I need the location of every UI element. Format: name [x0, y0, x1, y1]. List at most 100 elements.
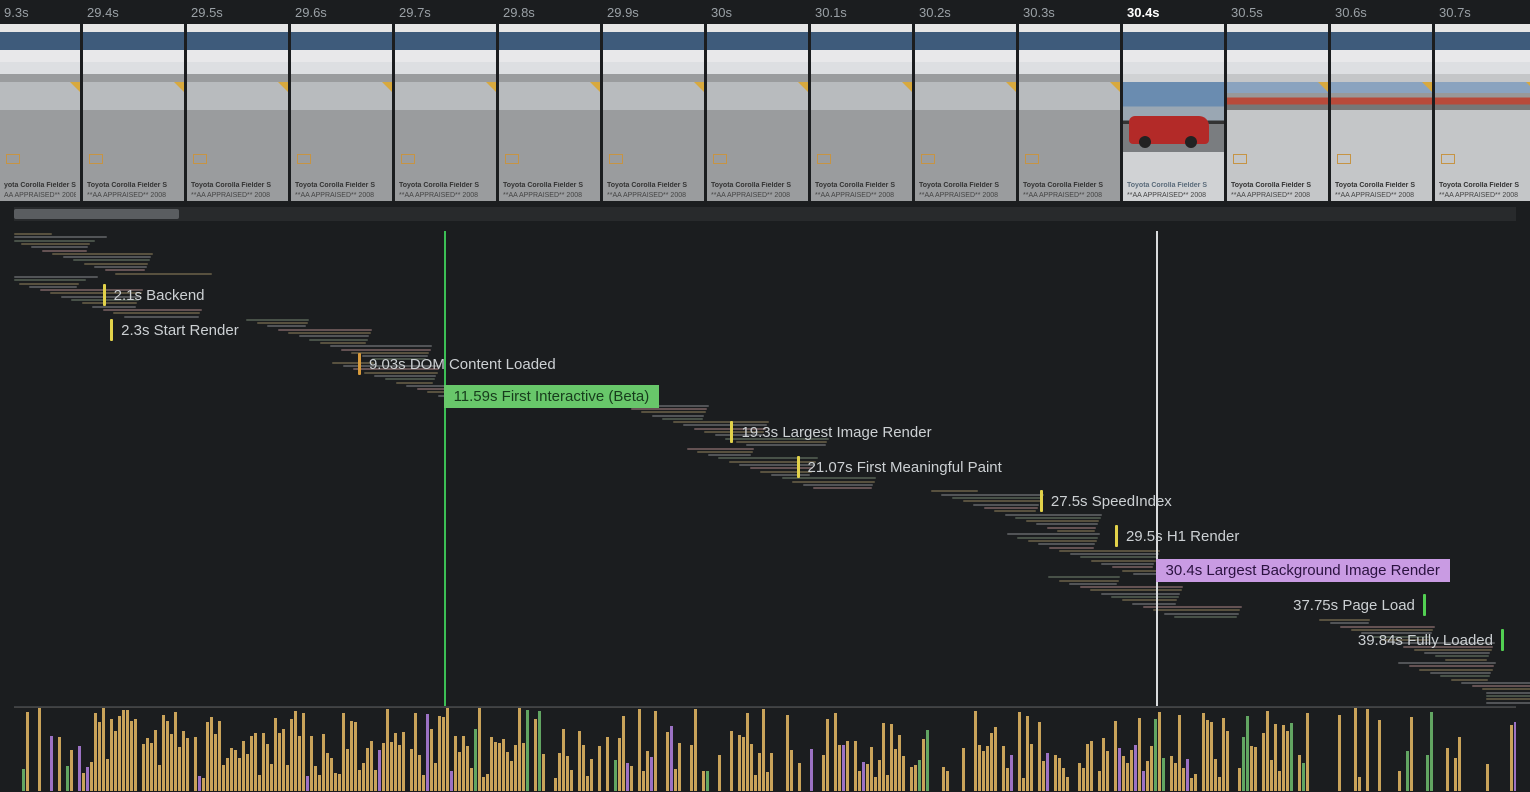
filmstrip-frame[interactable]: Toyota Corolla Fielder S**AA APPRAISED**… [707, 24, 808, 201]
request-bar[interactable] [42, 250, 87, 252]
request-bar[interactable] [1409, 665, 1495, 667]
request-bar[interactable] [63, 256, 152, 258]
request-bar[interactable] [267, 325, 306, 327]
filmstrip-frame[interactable]: Toyota Corolla Fielder S**AA APPRAISED**… [915, 24, 1016, 201]
request-bar[interactable] [105, 269, 146, 271]
request-bar[interactable] [19, 283, 79, 285]
filmstrip-frame[interactable]: Toyota Corolla Fielder S**AA APPRAISED**… [83, 24, 184, 201]
request-bar[interactable] [1101, 593, 1181, 595]
request-bar[interactable] [1486, 698, 1530, 700]
request-bar[interactable] [1419, 669, 1493, 671]
request-bar[interactable] [973, 504, 1039, 506]
request-bar[interactable] [1017, 537, 1098, 539]
request-bar[interactable] [1330, 622, 1369, 624]
request-bar[interactable] [941, 494, 1043, 496]
request-bar[interactable] [257, 322, 308, 324]
request-bar[interactable] [330, 345, 432, 347]
request-bar[interactable] [385, 378, 435, 380]
filmstrip-frame[interactable]: Toyota Corolla Fielder S**AA APPRAISED**… [395, 24, 496, 201]
request-bar[interactable] [963, 500, 1041, 502]
request-bar[interactable] [1174, 616, 1237, 618]
waterfall-timeline[interactable]: 2.1s Backend 2.3s Start Render 9.03s DOM C… [14, 231, 1516, 707]
request-bar[interactable] [1486, 695, 1530, 697]
request-bar[interactable] [113, 312, 200, 314]
metric-marker[interactable]: 29.5s H1 Render [1115, 524, 1239, 548]
request-bar[interactable] [813, 487, 872, 489]
request-bar[interactable] [1486, 692, 1530, 694]
request-bar[interactable] [1122, 599, 1178, 601]
request-bar[interactable] [115, 273, 211, 275]
request-bar[interactable] [746, 444, 826, 446]
request-bar[interactable] [1164, 613, 1239, 615]
request-bar[interactable] [1007, 533, 1100, 535]
filmstrip-frame[interactable]: Toyota Corolla Fielder S**AA APPRAISED**… [499, 24, 600, 201]
request-bar[interactable] [1069, 583, 1117, 585]
request-bar[interactable] [1486, 702, 1530, 704]
request-bar[interactable] [84, 263, 149, 265]
metric-marker[interactable]: 2.1s Backend [103, 283, 205, 307]
request-bar[interactable] [14, 233, 52, 235]
request-bar[interactable] [662, 418, 703, 420]
metric-marker[interactable]: 2.3s Start Render [110, 318, 239, 342]
filmstrip-scrollbar-thumb[interactable] [14, 209, 179, 219]
filmstrip-frame[interactable]: Toyota Corolla Fielder S**AA APPRAISED**… [291, 24, 392, 201]
request-bar[interactable] [14, 279, 86, 281]
request-bar[interactable] [299, 335, 370, 337]
request-bar[interactable] [652, 415, 705, 417]
filmstrip-frame[interactable]: Toyota Corolla Fielder S**AA APPRAISED**… [1331, 24, 1432, 201]
request-bar[interactable] [641, 411, 706, 413]
request-bar[interactable] [1101, 563, 1154, 565]
request-bar[interactable] [1440, 675, 1490, 677]
metric-marker[interactable]: 30.4s Largest Background Image Render [1156, 558, 1450, 582]
request-bar[interactable] [94, 266, 147, 268]
request-bar[interactable] [320, 342, 367, 344]
filmstrip-frame[interactable]: Toyota Corolla Fielder S**AA APPRAISED**… [1227, 24, 1328, 201]
request-bar[interactable] [1070, 553, 1159, 555]
request-bar[interactable] [14, 276, 98, 278]
request-bar[interactable] [803, 484, 874, 486]
request-bar[interactable] [697, 451, 753, 453]
request-bar[interactable] [1482, 688, 1530, 690]
request-bar[interactable] [341, 349, 431, 351]
request-bar[interactable] [984, 507, 1038, 509]
request-bar[interactable] [1080, 556, 1157, 558]
request-bar[interactable] [1112, 566, 1153, 568]
request-bar[interactable] [994, 510, 1036, 512]
request-bar[interactable] [14, 240, 95, 242]
request-bar[interactable] [309, 339, 368, 341]
request-bar[interactable] [73, 259, 150, 261]
request-bar[interactable] [29, 286, 77, 288]
request-bar[interactable] [278, 329, 373, 331]
request-bar[interactable] [931, 490, 978, 492]
request-bar[interactable] [103, 309, 202, 311]
filmstrip[interactable]: yota Corolla Fielder SAA APPRAISED** 200… [0, 24, 1530, 201]
request-bar[interactable] [1057, 530, 1095, 532]
request-bar[interactable] [31, 246, 88, 248]
request-bar[interactable] [246, 319, 309, 321]
request-bar[interactable] [1015, 517, 1101, 519]
filmstrip-frame[interactable]: Toyota Corolla Fielder S**AA APPRAISED**… [1123, 24, 1224, 201]
request-bar[interactable] [1005, 514, 1103, 516]
request-bar[interactable] [1047, 527, 1097, 529]
request-bar[interactable] [708, 454, 752, 456]
request-bar[interactable] [792, 481, 875, 483]
request-bar[interactable] [1451, 679, 1489, 681]
request-bar[interactable] [1153, 609, 1240, 611]
request-bar[interactable] [1424, 652, 1490, 654]
request-bar[interactable] [1398, 662, 1496, 664]
filmstrip-frame[interactable]: yota Corolla Fielder SAA APPRAISED** 200… [0, 24, 80, 201]
request-bar[interactable] [52, 253, 153, 255]
request-bar[interactable] [1049, 547, 1094, 549]
metric-marker[interactable]: 9.03s DOM Content Loaded [358, 352, 556, 376]
request-bar[interactable] [396, 382, 434, 384]
request-bar[interactable] [1036, 523, 1098, 525]
request-bar[interactable] [1143, 606, 1242, 608]
request-bar[interactable] [1132, 603, 1176, 605]
request-bar[interactable] [1028, 540, 1097, 542]
filmstrip-frame[interactable]: Toyota Corolla Fielder S**AA APPRAISED**… [187, 24, 288, 201]
request-bar[interactable] [1059, 580, 1119, 582]
request-bar[interactable] [1090, 589, 1182, 591]
filmstrip-frame[interactable]: Toyota Corolla Fielder S**AA APPRAISED**… [811, 24, 912, 201]
request-bar[interactable] [14, 236, 107, 238]
request-bar[interactable] [1435, 655, 1489, 657]
